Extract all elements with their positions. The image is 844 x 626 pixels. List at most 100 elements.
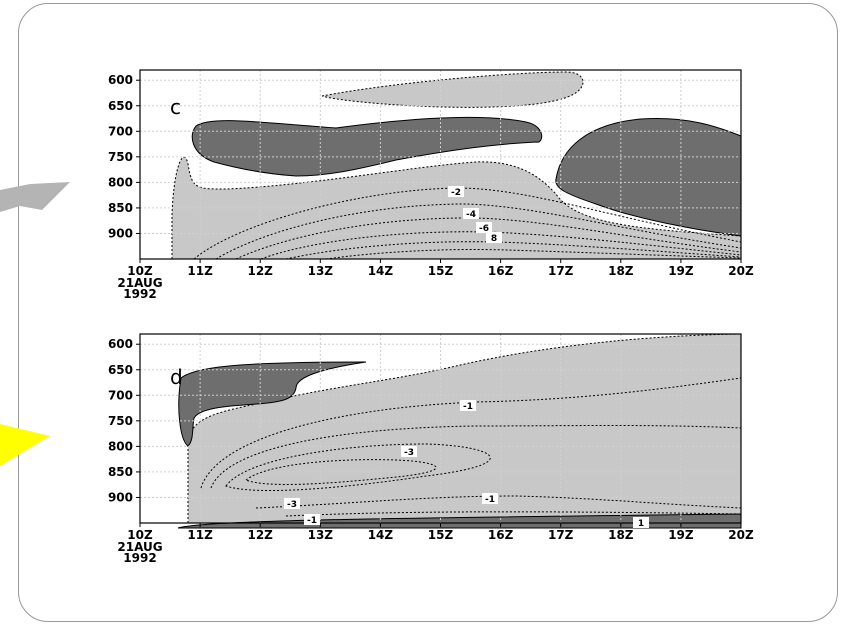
chart-d-panel-label: d	[170, 365, 183, 389]
contour-label: -1	[304, 514, 320, 526]
x-date-sublabel: 21AUG	[117, 540, 162, 554]
chart-c-axes	[136, 69, 742, 263]
contour-label: -6	[476, 222, 492, 234]
chart-c-panel-label: c	[170, 95, 181, 119]
contour-label-bg	[463, 208, 479, 219]
y-tick-label: 700	[108, 388, 133, 402]
contour-label-text: -1	[463, 402, 473, 412]
gray-arrow-icon	[0, 182, 70, 212]
y-tick-label: 800	[108, 175, 133, 189]
chart-d-grid	[139, 334, 742, 523]
contour-label: -1	[482, 493, 498, 505]
chart-c-svg: 600 650 700 750 800 850 900 10Z 11Z 12Z 13Z 14Z 15Z 1…	[108, 69, 754, 301]
contour-label-text: -1	[485, 495, 495, 505]
y-tick-label: 750	[108, 414, 133, 428]
y-tick-label: 600	[108, 337, 133, 351]
x-tick-label: 13Z	[308, 264, 334, 278]
x-date-sublabel: 21AUG	[117, 276, 162, 290]
contour-label-text: 8	[491, 234, 497, 244]
contour-label-bg	[482, 493, 498, 504]
contour-label-bg	[476, 222, 492, 233]
y-tick-label: 650	[108, 363, 133, 377]
chart-c-contour-line	[285, 241, 742, 260]
chart-c-contour-line	[325, 249, 742, 260]
x-tick-label: 20Z	[728, 264, 754, 278]
x-tick-label: 19Z	[668, 264, 694, 278]
y-tick-label: 650	[108, 99, 133, 113]
chart-c-shading	[171, 71, 742, 260]
y-tick-label: 850	[108, 465, 133, 479]
chart-c-contour-line	[193, 187, 742, 260]
contour-label: 8	[486, 232, 502, 244]
chart-d-contour-line	[225, 443, 491, 492]
y-tick-label: 850	[108, 201, 133, 215]
chart-panel-d: 600 650 700 750 800 850 900 10Z 11Z 12Z 13Z 14Z 15Z 1…	[96, 328, 756, 582]
contour-label-bg	[486, 232, 502, 243]
y-tick-label: 900	[108, 226, 133, 240]
x-tick-label: 17Z	[548, 528, 574, 542]
contour-label: -2	[448, 186, 464, 198]
chart-d-contour-line	[245, 459, 437, 485]
contour-label-bg	[633, 517, 649, 528]
y-tick-label: 800	[108, 439, 133, 453]
chart-d-svg: 600 650 700 750 800 850 900 10Z 11Z 12Z 13Z 14Z 15Z 1…	[108, 333, 754, 565]
contour-label-text: -3	[404, 448, 414, 458]
contour-label-bg	[304, 514, 320, 525]
x-tick-label: 18Z	[608, 264, 634, 278]
chart-c-contour-labels: -2 -4-68	[448, 186, 502, 244]
x-tick-label: 16Z	[488, 528, 514, 542]
contour-label-text: 1	[638, 519, 644, 529]
contour-label-text: -4	[466, 210, 476, 220]
x-tick-label: 17Z	[548, 264, 574, 278]
contour-label-text: -2	[451, 188, 461, 198]
chart-d-contours	[200, 377, 742, 517]
y-tick-label: 900	[108, 490, 133, 504]
x-tick-label: 16Z	[488, 264, 514, 278]
contour-label: -3	[284, 498, 300, 510]
contour-label-bg	[448, 186, 464, 197]
x-tick-label: 13Z	[308, 528, 334, 542]
contour-label: 1	[633, 517, 649, 529]
x-tick-label: 14Z	[368, 264, 394, 278]
chart-d-labels: 600 650 700 750 800 850 900 10Z 11Z 12Z 13Z 14Z 15Z 1…	[108, 337, 754, 565]
y-tick-label: 750	[108, 150, 133, 164]
contour-label-bg	[460, 400, 476, 411]
x-tick-label: 11Z	[187, 528, 213, 542]
contour-label-text: -6	[479, 224, 489, 234]
chart-c-dark-region-left	[191, 116, 543, 177]
chart-c-labels: 600 650 700 750 800 850 900 10Z 11Z 12Z 13Z 14Z 15Z 1…	[108, 73, 754, 301]
x-tick-label: 14Z	[368, 528, 394, 542]
x-tick-label: 15Z	[428, 528, 454, 542]
chart-d-contour-labels: -1 -3 -3 -1 -1 1	[284, 400, 649, 529]
x-tick-label: 19Z	[668, 528, 694, 542]
contour-label-bg	[284, 498, 300, 509]
x-tick-label: 12Z	[247, 264, 273, 278]
chart-c-contour-line	[215, 203, 742, 260]
y-tick-label: 700	[108, 124, 133, 138]
chart-d-contour-line	[285, 511, 742, 517]
chart-c-light-region-upper	[321, 71, 584, 108]
y-tick-label: 600	[108, 73, 133, 87]
chart-d-axes	[136, 333, 742, 527]
x-tick-label: 10Z	[127, 264, 153, 278]
contour-label: -1	[460, 400, 476, 412]
contour-label-text: -3	[287, 500, 297, 510]
x-tick-label: 10Z	[127, 528, 153, 542]
plot-frame	[139, 69, 742, 260]
x-date-sublabel: 1992	[123, 551, 156, 565]
x-tick-label: 20Z	[728, 528, 754, 542]
contour-label-bg	[401, 446, 417, 457]
yellow-arrow-icon	[0, 424, 50, 466]
x-tick-label: 15Z	[428, 264, 454, 278]
chart-d-shading	[177, 333, 742, 529]
chart-d-contour-line	[255, 495, 742, 509]
x-tick-label: 11Z	[187, 264, 213, 278]
chart-panel-c: 600 650 700 750 800 850 900 10Z 11Z 12Z 13Z 14Z 15Z 1…	[96, 64, 756, 318]
x-date-sublabel: 1992	[123, 287, 156, 301]
contour-label: -4	[463, 208, 479, 220]
contour-label: -3	[401, 446, 417, 458]
chart-d-light-region	[187, 333, 742, 524]
plot-frame	[139, 333, 742, 524]
x-tick-label: 18Z	[608, 528, 634, 542]
contour-label-text: -1	[307, 516, 317, 526]
